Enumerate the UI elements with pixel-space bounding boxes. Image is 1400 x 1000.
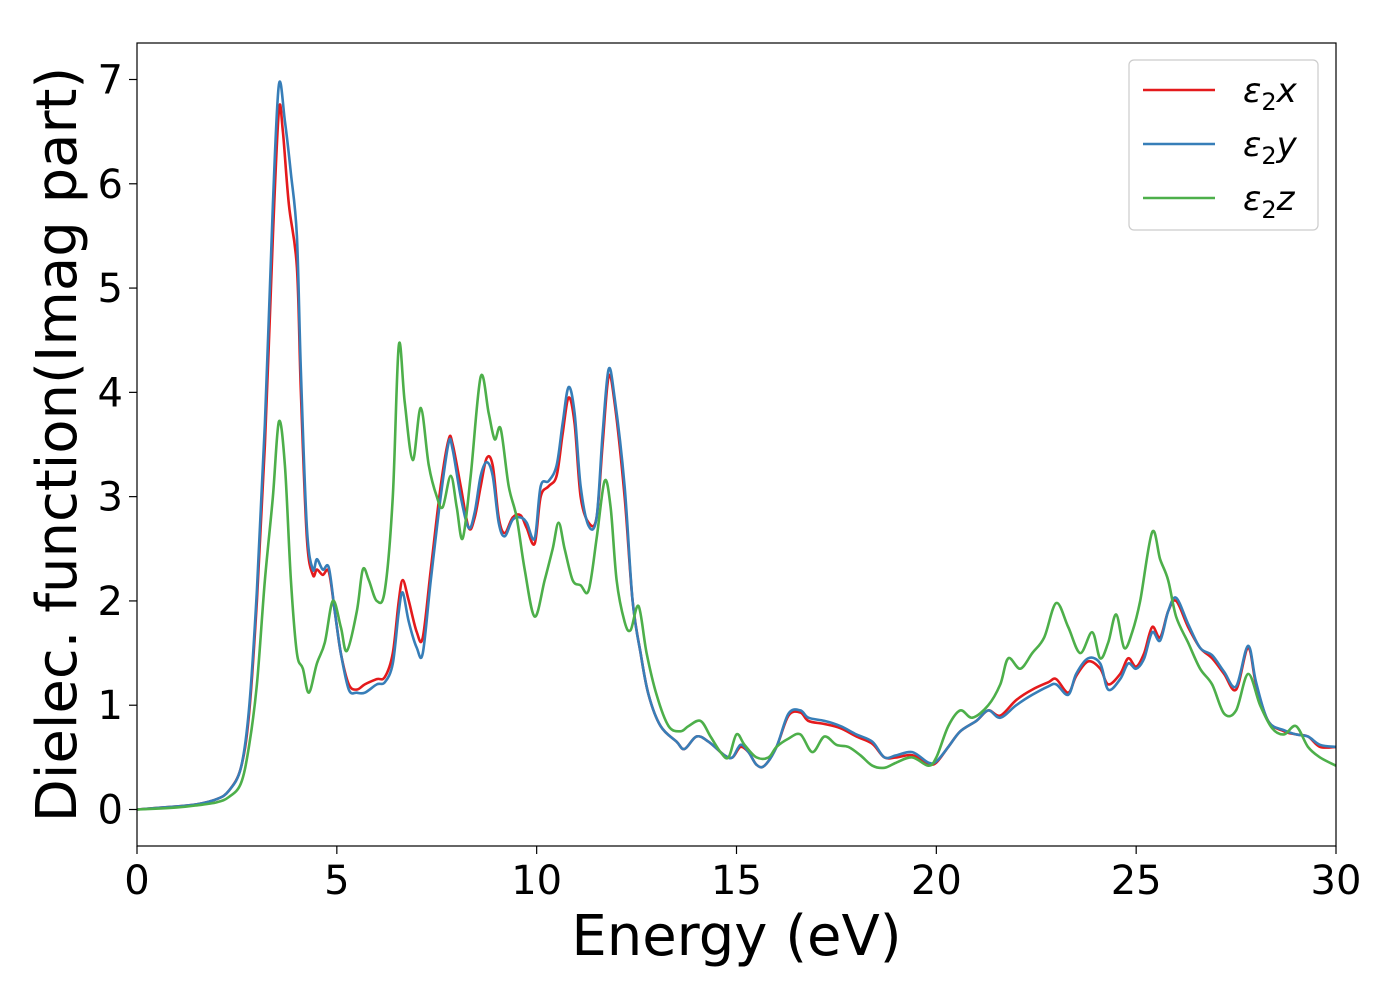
y-tick-label: 4 [98, 370, 123, 416]
y-tick-label: 0 [98, 788, 123, 834]
y-tick-label: 1 [98, 683, 123, 729]
y-tick-label: 2 [98, 579, 123, 625]
ticks-layer: 0 5 10 15 20 25 30 0 1 2 3 4 5 6 7 [98, 58, 1362, 905]
x-tick-label: 20 [911, 858, 962, 904]
series-line-z [137, 341, 1336, 811]
legend-label-x: ε2x [1243, 71, 1298, 116]
legend-box [1128, 59, 1319, 231]
y-tick-label: 5 [98, 266, 123, 312]
y-axis-title: Dielec. function(Imag part) [25, 67, 90, 823]
y-tick-label: 3 [98, 475, 123, 521]
x-tick-label: 5 [324, 858, 349, 904]
legend-label-z: ε2z [1243, 179, 1296, 224]
x-tick-label: 10 [511, 858, 562, 904]
y-tick-label: 7 [98, 58, 123, 104]
legend-label-y: ε2y [1243, 125, 1298, 170]
x-tick-label: 0 [124, 858, 149, 904]
x-tick-label: 15 [711, 858, 762, 904]
x-tick-label: 30 [1311, 858, 1362, 904]
y-tick-label: 6 [98, 162, 123, 208]
series-line-y [137, 80, 1336, 811]
legend: ε2x ε2y ε2z [1128, 59, 1319, 231]
series-layer [137, 80, 1336, 811]
x-tick-label: 25 [1111, 858, 1162, 904]
x-axis-title: Energy (eV) [571, 904, 901, 969]
